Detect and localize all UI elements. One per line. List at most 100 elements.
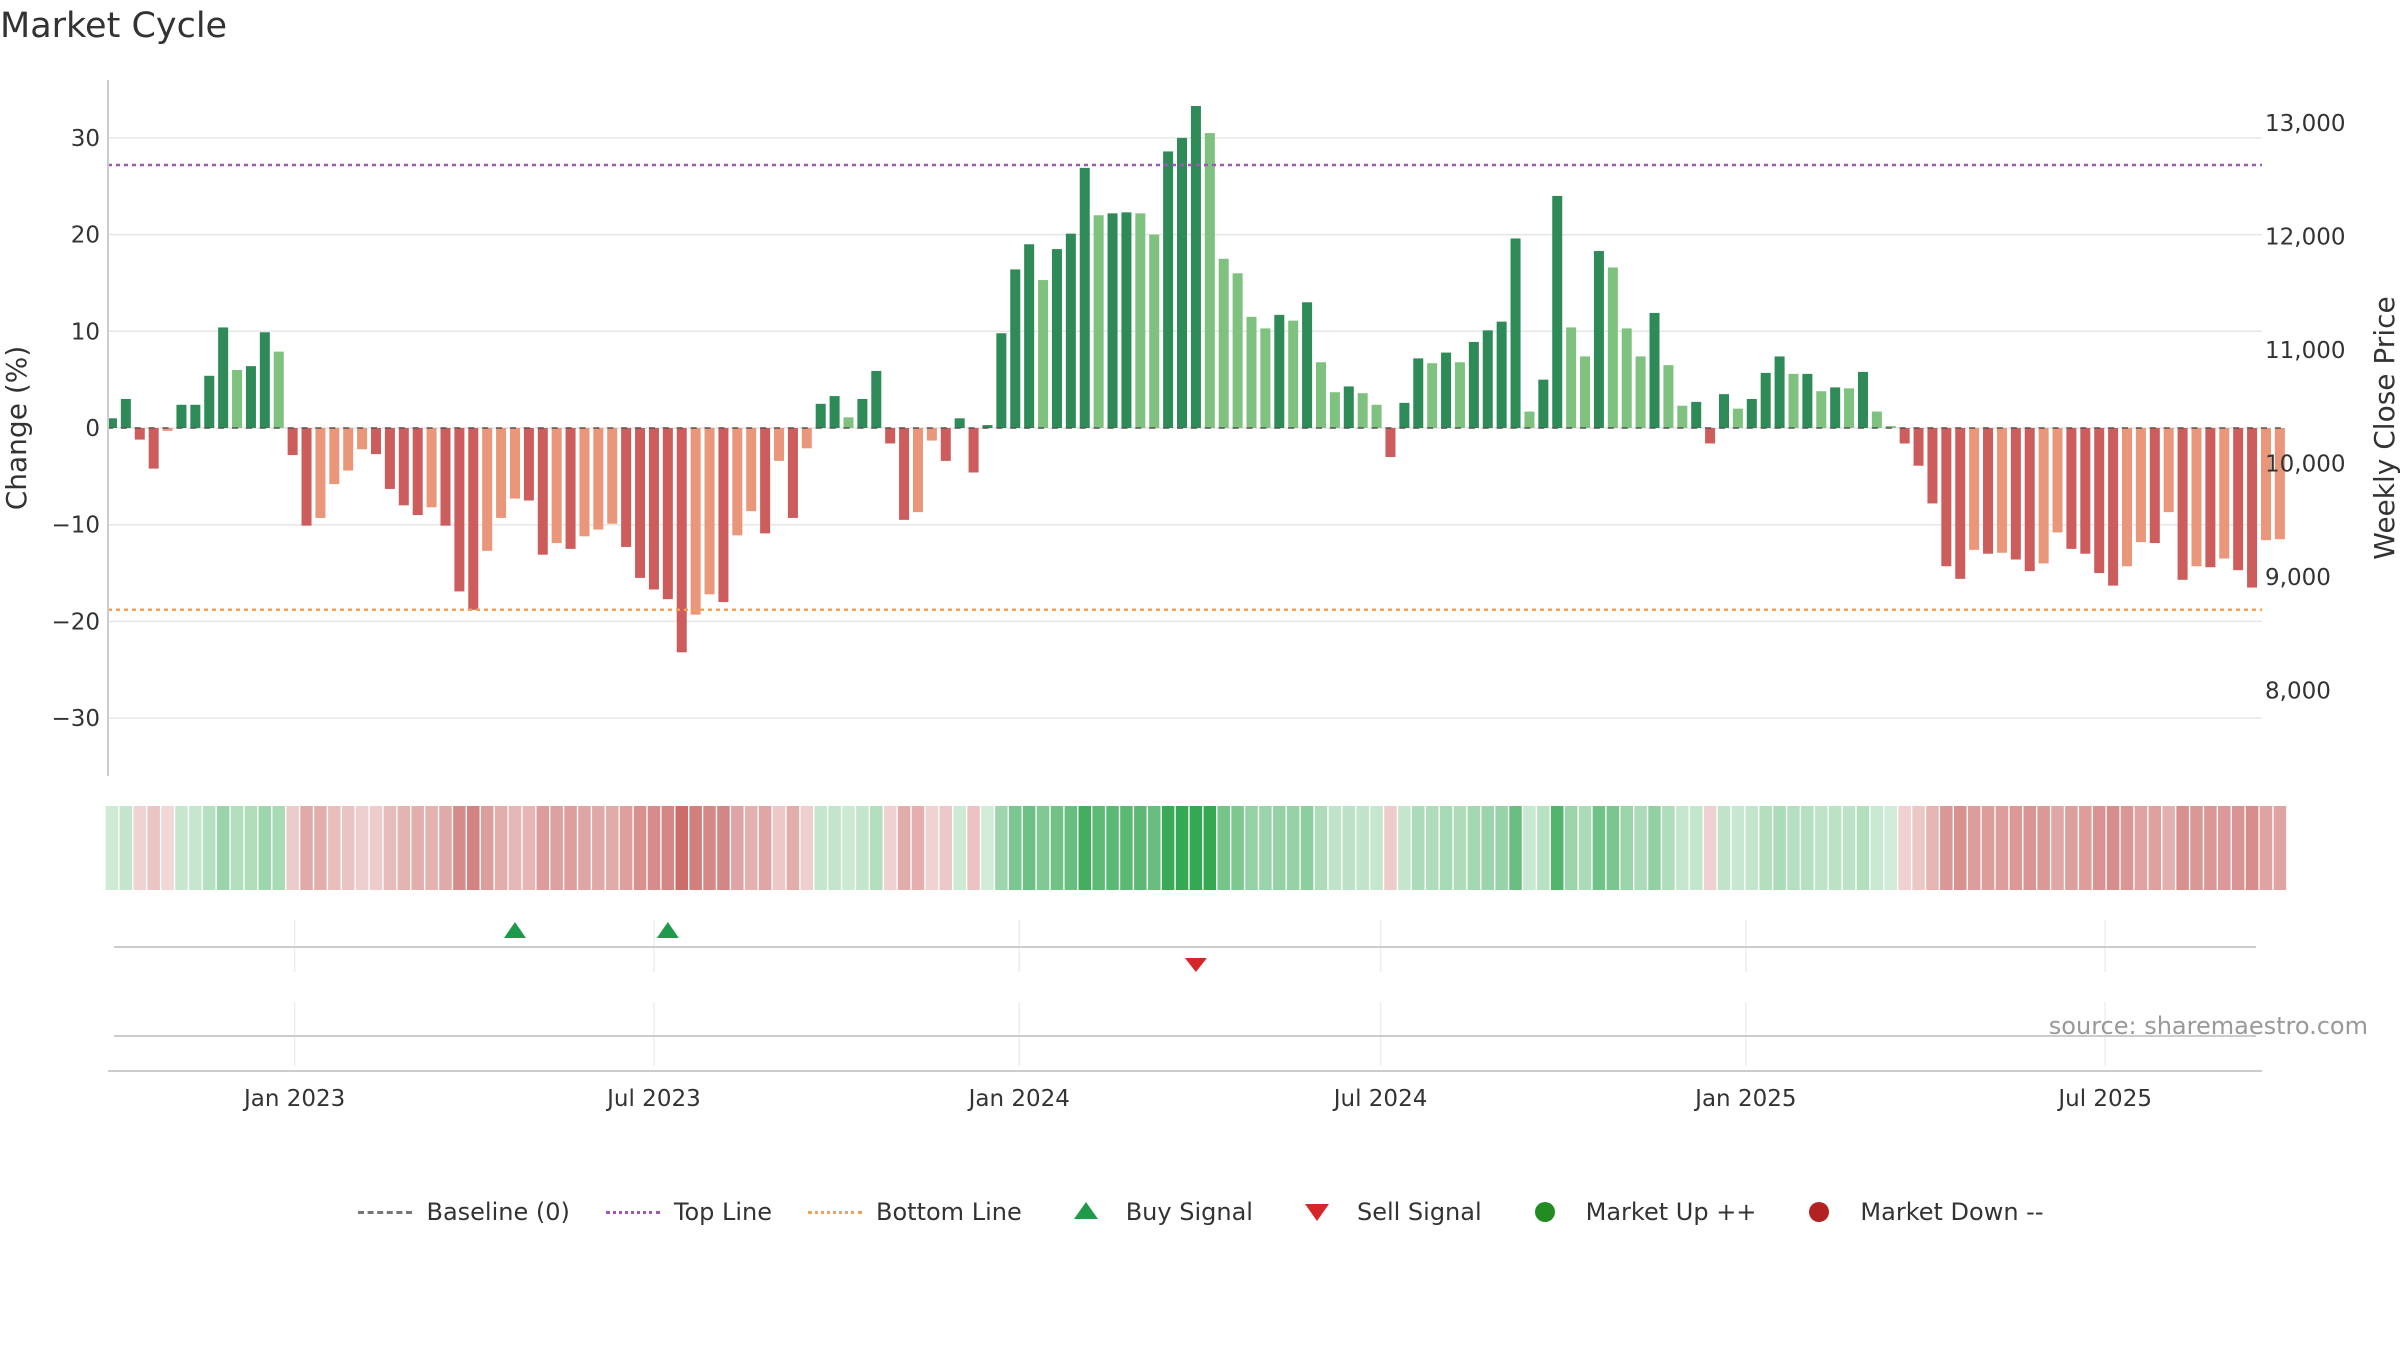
heat-cell bbox=[2092, 806, 2106, 890]
bar bbox=[732, 428, 743, 536]
bar bbox=[1302, 302, 1313, 428]
x-tick-label: Jul 2025 bbox=[2056, 1086, 2152, 1112]
heat-cell bbox=[1231, 806, 1244, 890]
bar bbox=[482, 428, 493, 551]
heat-cell bbox=[230, 806, 244, 890]
heat-cell bbox=[397, 806, 411, 890]
bar bbox=[301, 428, 312, 526]
heat-cell bbox=[1495, 806, 1508, 890]
bar bbox=[1691, 401, 1702, 428]
heat-cell bbox=[1300, 806, 1314, 890]
bar bbox=[940, 428, 951, 461]
heat-cell bbox=[369, 806, 383, 890]
bar bbox=[787, 428, 798, 518]
heat-cell bbox=[939, 806, 953, 890]
bar bbox=[537, 428, 548, 555]
bar bbox=[1427, 363, 1438, 428]
bar bbox=[1010, 269, 1021, 428]
heat-cell bbox=[147, 806, 160, 890]
bar bbox=[996, 333, 1007, 428]
bar bbox=[912, 428, 923, 513]
bar bbox=[1552, 195, 1563, 428]
heat-cell bbox=[411, 806, 424, 890]
bar bbox=[1983, 428, 1994, 554]
heat-cell bbox=[439, 806, 452, 890]
bar bbox=[1246, 316, 1257, 428]
heat-cell bbox=[1036, 806, 1050, 890]
bar bbox=[509, 428, 520, 499]
x-tick-label: Jul 2023 bbox=[605, 1086, 701, 1112]
bar bbox=[2080, 428, 2091, 554]
heat-cell bbox=[2037, 806, 2050, 890]
bar bbox=[1232, 273, 1243, 428]
bar bbox=[843, 417, 854, 428]
bar bbox=[1163, 151, 1174, 428]
bar bbox=[1816, 391, 1827, 428]
bar bbox=[1038, 280, 1049, 428]
heat-cell bbox=[1189, 806, 1203, 890]
bar bbox=[1024, 244, 1035, 428]
heat-cell bbox=[1801, 806, 1814, 890]
bar bbox=[1510, 238, 1521, 428]
bar bbox=[690, 428, 701, 615]
bar bbox=[746, 428, 757, 512]
legend-label: Bottom Line bbox=[876, 1198, 1022, 1226]
bar bbox=[1732, 408, 1743, 428]
heat-cell bbox=[2120, 806, 2134, 890]
heat-cell bbox=[578, 806, 591, 890]
heat-cell bbox=[216, 806, 230, 890]
heat-cell bbox=[550, 806, 563, 890]
bar bbox=[106, 418, 117, 428]
heat-cell bbox=[661, 806, 675, 890]
heat-cell bbox=[925, 806, 939, 890]
bar bbox=[1079, 167, 1090, 428]
red-dot-icon bbox=[1790, 1200, 1848, 1224]
heat-cell bbox=[1981, 806, 1995, 890]
bar bbox=[2274, 428, 2285, 540]
legend-bottom-line: Bottom Line bbox=[806, 1198, 1022, 1226]
bar bbox=[2191, 428, 2202, 567]
bar bbox=[287, 428, 298, 456]
bar bbox=[1899, 428, 1910, 444]
purple-dotted-line-icon bbox=[604, 1200, 662, 1224]
legend-market-down: Market Down -- bbox=[1790, 1198, 2044, 1226]
heat-cell bbox=[1703, 806, 1717, 890]
bar bbox=[774, 428, 785, 461]
heat-cell bbox=[383, 806, 397, 890]
bar bbox=[1566, 327, 1577, 428]
heat-cell bbox=[2079, 806, 2092, 890]
buy-signal-marker bbox=[503, 922, 526, 938]
bar bbox=[426, 428, 437, 508]
bar bbox=[176, 404, 187, 428]
bar bbox=[1607, 267, 1618, 428]
bar bbox=[496, 428, 507, 518]
bar bbox=[1441, 352, 1452, 428]
heat-cell bbox=[1592, 806, 1606, 890]
bar bbox=[2010, 428, 2021, 560]
bar bbox=[1190, 105, 1201, 429]
heat-strip bbox=[105, 806, 2287, 890]
bar bbox=[1413, 358, 1424, 428]
heat-cell bbox=[2106, 806, 2120, 890]
bar bbox=[1621, 328, 1632, 428]
y-tick-label: 0 bbox=[85, 416, 100, 442]
bar bbox=[2135, 428, 2146, 543]
heat-cell bbox=[1356, 806, 1369, 890]
bar bbox=[384, 428, 395, 489]
bar bbox=[1705, 428, 1716, 444]
heat-cell bbox=[689, 806, 702, 890]
heat-cell bbox=[105, 806, 119, 890]
bar bbox=[232, 369, 243, 428]
heat-cell bbox=[606, 806, 619, 890]
triangle-down-icon bbox=[1287, 1200, 1345, 1224]
heat-cell bbox=[2065, 806, 2078, 890]
bar bbox=[1177, 137, 1188, 428]
bar bbox=[1107, 213, 1118, 428]
heat-cell bbox=[592, 806, 605, 890]
heat-cell bbox=[1828, 806, 1842, 890]
heat-cell bbox=[870, 806, 883, 890]
bar bbox=[1371, 404, 1382, 428]
heat-cell bbox=[1412, 806, 1425, 890]
heat-cell bbox=[1550, 806, 1564, 890]
